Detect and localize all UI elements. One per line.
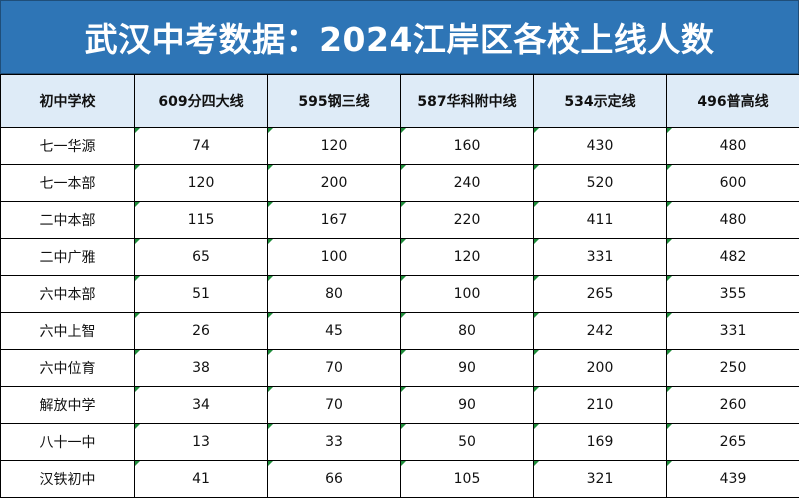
count-cell[interactable]: 169: [534, 424, 667, 461]
count-cell[interactable]: 26: [135, 313, 268, 350]
count-cell[interactable]: 482: [667, 239, 799, 276]
count-cell[interactable]: 600: [667, 165, 799, 202]
count-cell[interactable]: 210: [534, 387, 667, 424]
count-cell[interactable]: 520: [534, 165, 667, 202]
school-name-cell[interactable]: 七一本部: [1, 165, 135, 202]
header-school[interactable]: 初中学校: [1, 75, 135, 128]
count-cell[interactable]: 331: [667, 313, 799, 350]
school-name-cell[interactable]: 汉铁初中: [1, 461, 135, 498]
count-cell[interactable]: 200: [534, 350, 667, 387]
count-cell[interactable]: 331: [534, 239, 667, 276]
school-name-cell[interactable]: 七一华源: [1, 128, 135, 165]
school-name-cell[interactable]: 二中本部: [1, 202, 135, 239]
count-cell[interactable]: 120: [401, 239, 534, 276]
header-line-534[interactable]: 534示定线: [534, 75, 667, 128]
count-cell[interactable]: 50: [401, 424, 534, 461]
count-cell[interactable]: 265: [534, 276, 667, 313]
count-cell[interactable]: 439: [667, 461, 799, 498]
count-cell[interactable]: 260: [667, 387, 799, 424]
count-cell[interactable]: 480: [667, 128, 799, 165]
count-cell[interactable]: 70: [268, 387, 401, 424]
count-cell[interactable]: 80: [401, 313, 534, 350]
count-cell[interactable]: 100: [268, 239, 401, 276]
header-line-595[interactable]: 595钢三线: [268, 75, 401, 128]
count-cell[interactable]: 411: [534, 202, 667, 239]
count-cell[interactable]: 105: [401, 461, 534, 498]
count-cell[interactable]: 480: [667, 202, 799, 239]
school-name-cell[interactable]: 六中上智: [1, 313, 135, 350]
count-cell[interactable]: 220: [401, 202, 534, 239]
school-name-cell[interactable]: 八十一中: [1, 424, 135, 461]
count-cell[interactable]: 100: [401, 276, 534, 313]
count-cell[interactable]: 200: [268, 165, 401, 202]
count-cell[interactable]: 65: [135, 239, 268, 276]
count-cell[interactable]: 265: [667, 424, 799, 461]
count-cell[interactable]: 51: [135, 276, 268, 313]
count-cell[interactable]: 321: [534, 461, 667, 498]
page-title: 武汉中考数据：2024江岸区各校上线人数: [0, 0, 799, 74]
count-cell[interactable]: 90: [401, 350, 534, 387]
header-line-609[interactable]: 609分四大线: [135, 75, 268, 128]
count-cell[interactable]: 242: [534, 313, 667, 350]
count-cell[interactable]: 355: [667, 276, 799, 313]
count-cell[interactable]: 34: [135, 387, 268, 424]
count-cell[interactable]: 240: [401, 165, 534, 202]
count-cell[interactable]: 70: [268, 350, 401, 387]
count-cell[interactable]: 160: [401, 128, 534, 165]
count-cell[interactable]: 430: [534, 128, 667, 165]
school-name-cell[interactable]: 二中广雅: [1, 239, 135, 276]
count-cell[interactable]: 90: [401, 387, 534, 424]
count-cell[interactable]: 13: [135, 424, 268, 461]
header-line-496[interactable]: 496普高线: [667, 75, 799, 128]
count-cell[interactable]: 80: [268, 276, 401, 313]
count-cell[interactable]: 38: [135, 350, 268, 387]
count-cell[interactable]: 33: [268, 424, 401, 461]
count-cell[interactable]: 66: [268, 461, 401, 498]
count-cell[interactable]: 41: [135, 461, 268, 498]
count-cell[interactable]: 45: [268, 313, 401, 350]
school-name-cell[interactable]: 六中本部: [1, 276, 135, 313]
count-cell[interactable]: 167: [268, 202, 401, 239]
count-cell[interactable]: 120: [268, 128, 401, 165]
header-line-587[interactable]: 587华科附中线: [401, 75, 534, 128]
school-name-cell[interactable]: 六中位育: [1, 350, 135, 387]
count-cell[interactable]: 120: [135, 165, 268, 202]
count-cell[interactable]: 250: [667, 350, 799, 387]
count-cell[interactable]: 74: [135, 128, 268, 165]
count-cell[interactable]: 115: [135, 202, 268, 239]
school-name-cell[interactable]: 解放中学: [1, 387, 135, 424]
